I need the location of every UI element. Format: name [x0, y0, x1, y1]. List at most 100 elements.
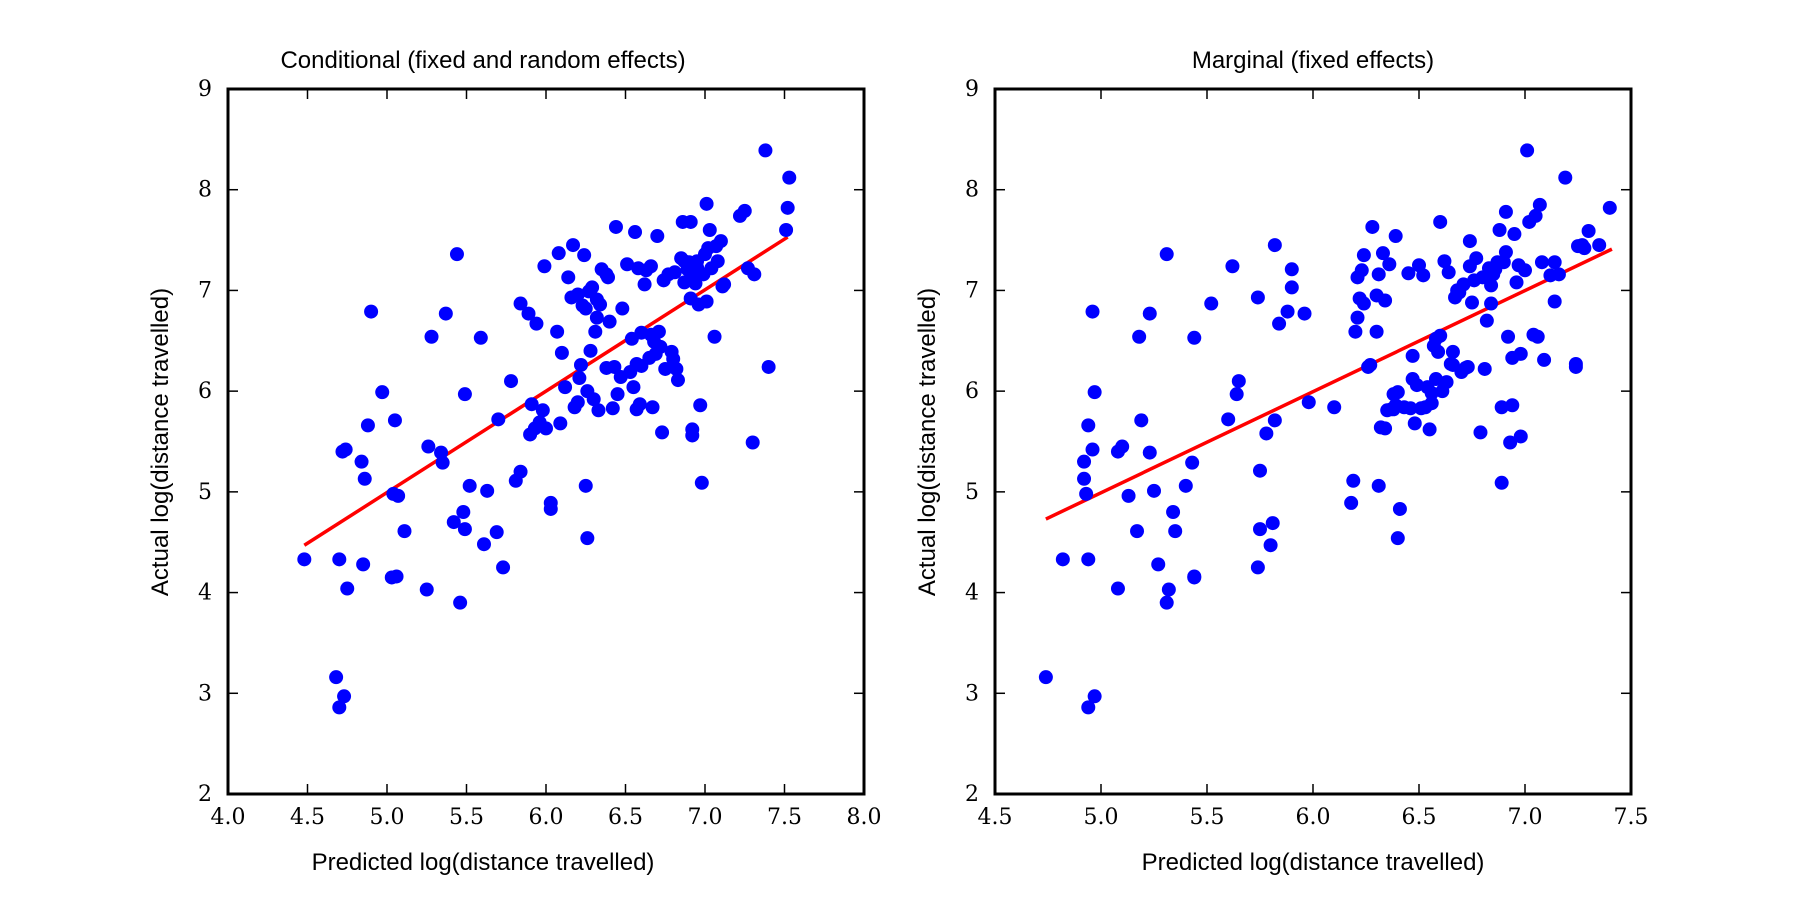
data-point: [637, 277, 652, 292]
data-point: [1161, 582, 1176, 597]
data-point: [615, 301, 630, 316]
data-point: [1581, 224, 1596, 239]
data-point: [1390, 531, 1405, 546]
data-point: [375, 385, 390, 400]
data-point: [1479, 313, 1494, 328]
data-point: [747, 267, 762, 282]
data-point: [1055, 552, 1070, 567]
data-point: [632, 397, 647, 412]
data-point: [1280, 304, 1295, 319]
y-tick-label: 8: [965, 178, 979, 203]
data-point: [667, 265, 682, 280]
y-tick-label: 5: [965, 480, 979, 505]
data-point: [601, 270, 616, 285]
data-point: [1346, 473, 1361, 488]
data-point: [473, 330, 488, 345]
data-point: [737, 203, 752, 218]
data-point: [1356, 248, 1371, 263]
data-point: [438, 306, 453, 321]
data-point: [1422, 422, 1437, 437]
data-point: [1494, 475, 1509, 490]
data-point: [593, 297, 608, 312]
data-point: [480, 483, 495, 498]
data-point: [688, 276, 703, 291]
data-point: [1110, 581, 1125, 596]
data-point: [1558, 170, 1573, 185]
data-point: [1159, 595, 1174, 610]
data-point: [658, 361, 673, 376]
data-point: [456, 505, 471, 519]
data-point: [758, 143, 773, 158]
data-point: [397, 524, 412, 539]
data-point: [1428, 372, 1443, 387]
x-axis-label: Predicted log(distance travelled): [1142, 849, 1485, 876]
data-point: [1259, 426, 1274, 441]
data-point: [1456, 277, 1471, 292]
data-point: [462, 478, 477, 493]
data-point: [1492, 223, 1507, 237]
data-point: [1284, 280, 1299, 295]
data-point: [337, 689, 352, 704]
data-point: [1371, 478, 1386, 493]
data-point: [782, 170, 797, 185]
data-point: [1087, 689, 1102, 704]
data-point: [338, 442, 353, 457]
data-point: [583, 343, 598, 358]
data-point: [1534, 255, 1549, 270]
data-point: [655, 425, 670, 440]
axis-ticks: 4.0 4.5 5.0 5.5 6.0 6.5 7.0 7.5 8.0 2 3 4 5 6 7 8 9: [198, 77, 882, 830]
regression-line: [303, 235, 789, 547]
axis-ticks: 4.5 5.0 5.5 6.0 6.5 7.0 7.5 2 3 4 5 6 7 8 9: [965, 77, 1649, 830]
data-point: [1185, 455, 1200, 470]
data-point: [1187, 330, 1202, 345]
data-point: [1134, 413, 1149, 428]
data-point: [357, 471, 372, 486]
data-point: [524, 397, 539, 412]
data-point: [1371, 267, 1386, 282]
data-point: [329, 670, 344, 685]
data-point: [1267, 413, 1282, 428]
data-point: [332, 700, 347, 715]
x-tick-label: 6.0: [1296, 805, 1331, 830]
data-point: [1505, 398, 1520, 413]
regression-line: [1045, 247, 1613, 521]
data-point: [1462, 234, 1477, 249]
x-tick-label: 4.0: [211, 805, 246, 830]
data-point: [1375, 246, 1390, 261]
data-point: [421, 439, 436, 454]
data-point: [1350, 310, 1365, 325]
data-point: [446, 515, 461, 530]
data-point: [1465, 295, 1479, 310]
data-point: [457, 387, 472, 402]
data-point: [1513, 429, 1528, 444]
data-point: [1401, 266, 1416, 281]
data-point: [1369, 324, 1384, 339]
data-point: [607, 359, 622, 374]
y-tick-label: 6: [198, 379, 212, 404]
data-point: [513, 296, 528, 311]
y-tick-label: 2: [965, 782, 979, 807]
data-point: [570, 395, 585, 410]
data-point: [529, 316, 544, 331]
data-point: [340, 581, 355, 596]
data-point: [1382, 257, 1397, 272]
data-point: [1147, 483, 1161, 498]
data-point: [554, 345, 569, 360]
y-tick-label: 2: [198, 782, 212, 807]
data-point: [1250, 560, 1265, 575]
data-point: [577, 248, 592, 263]
data-point: [1445, 344, 1460, 359]
data-point: [585, 280, 600, 295]
data-point: [1079, 486, 1094, 501]
data-point: [504, 374, 519, 389]
data-point: [1363, 357, 1378, 372]
data-point: [702, 223, 717, 237]
plot-frame: [226, 87, 866, 796]
data-point: [1344, 495, 1359, 510]
data-point: [537, 259, 552, 274]
data-point: [1348, 324, 1363, 339]
data-point: [1439, 375, 1454, 390]
data-point: [1253, 463, 1267, 478]
data-point: [360, 418, 375, 433]
data-point: [553, 416, 568, 431]
